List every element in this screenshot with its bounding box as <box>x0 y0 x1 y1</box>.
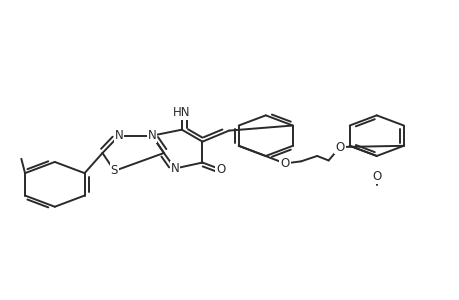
Text: O: O <box>335 140 344 154</box>
Text: O: O <box>216 163 225 176</box>
Text: N: N <box>114 129 123 142</box>
Text: HN: HN <box>173 106 190 119</box>
Text: N: N <box>170 162 179 175</box>
Text: O: O <box>280 157 289 170</box>
Text: O: O <box>371 170 381 183</box>
Text: N: N <box>147 129 156 142</box>
Text: S: S <box>111 164 118 177</box>
